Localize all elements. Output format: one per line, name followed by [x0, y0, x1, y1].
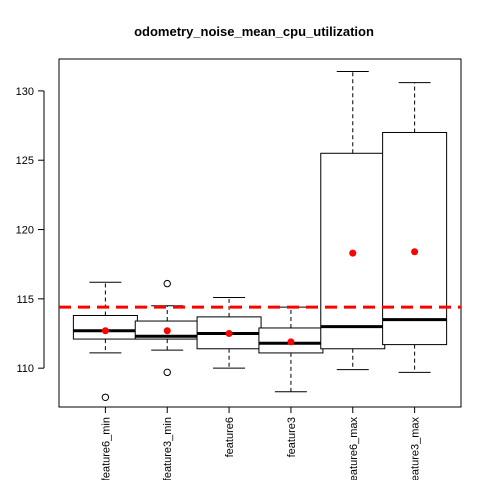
- mean-point: [349, 249, 357, 257]
- box-feature3_min: [134, 279, 200, 377]
- y-tick-label: 110: [16, 363, 34, 375]
- x-tick-label: feature6: [224, 417, 236, 457]
- box-feature6_min: [72, 281, 138, 401]
- box-feature6_max: [320, 70, 386, 371]
- mean-point: [163, 327, 171, 335]
- iqr-box: [382, 131, 448, 346]
- outlier-point: [101, 393, 110, 401]
- mean-point: [287, 338, 295, 346]
- y-tick-label: 125: [16, 155, 34, 167]
- x-tick-label: feature6_max: [348, 417, 360, 480]
- plot-frame: [58, 58, 462, 408]
- boxes-layer: [72, 70, 448, 401]
- box-feature3_max: [382, 82, 448, 373]
- x-axis-labels: feature6_min feature3_min feature6 feature3…: [100, 407, 422, 480]
- mean-point: [101, 327, 109, 335]
- y-axis: 110 115 120 125 130: [16, 86, 45, 375]
- x-tick-label: feature3_max: [410, 417, 422, 480]
- box-feature3: [258, 306, 324, 393]
- chart-title: odometry_noise_mean_cpu_utilization: [134, 24, 374, 39]
- outlier-point: [163, 368, 171, 377]
- outlier-point: [163, 279, 171, 288]
- y-tick-label: 130: [16, 86, 34, 98]
- mean-point: [411, 248, 419, 256]
- y-tick-label: 115: [16, 294, 34, 306]
- x-tick-label: feature6_min: [100, 417, 112, 480]
- x-tick-label: feature3_min: [162, 417, 174, 480]
- x-tick-label: feature3: [286, 417, 298, 457]
- y-tick-label: 120: [16, 225, 34, 237]
- mean-point: [225, 330, 233, 338]
